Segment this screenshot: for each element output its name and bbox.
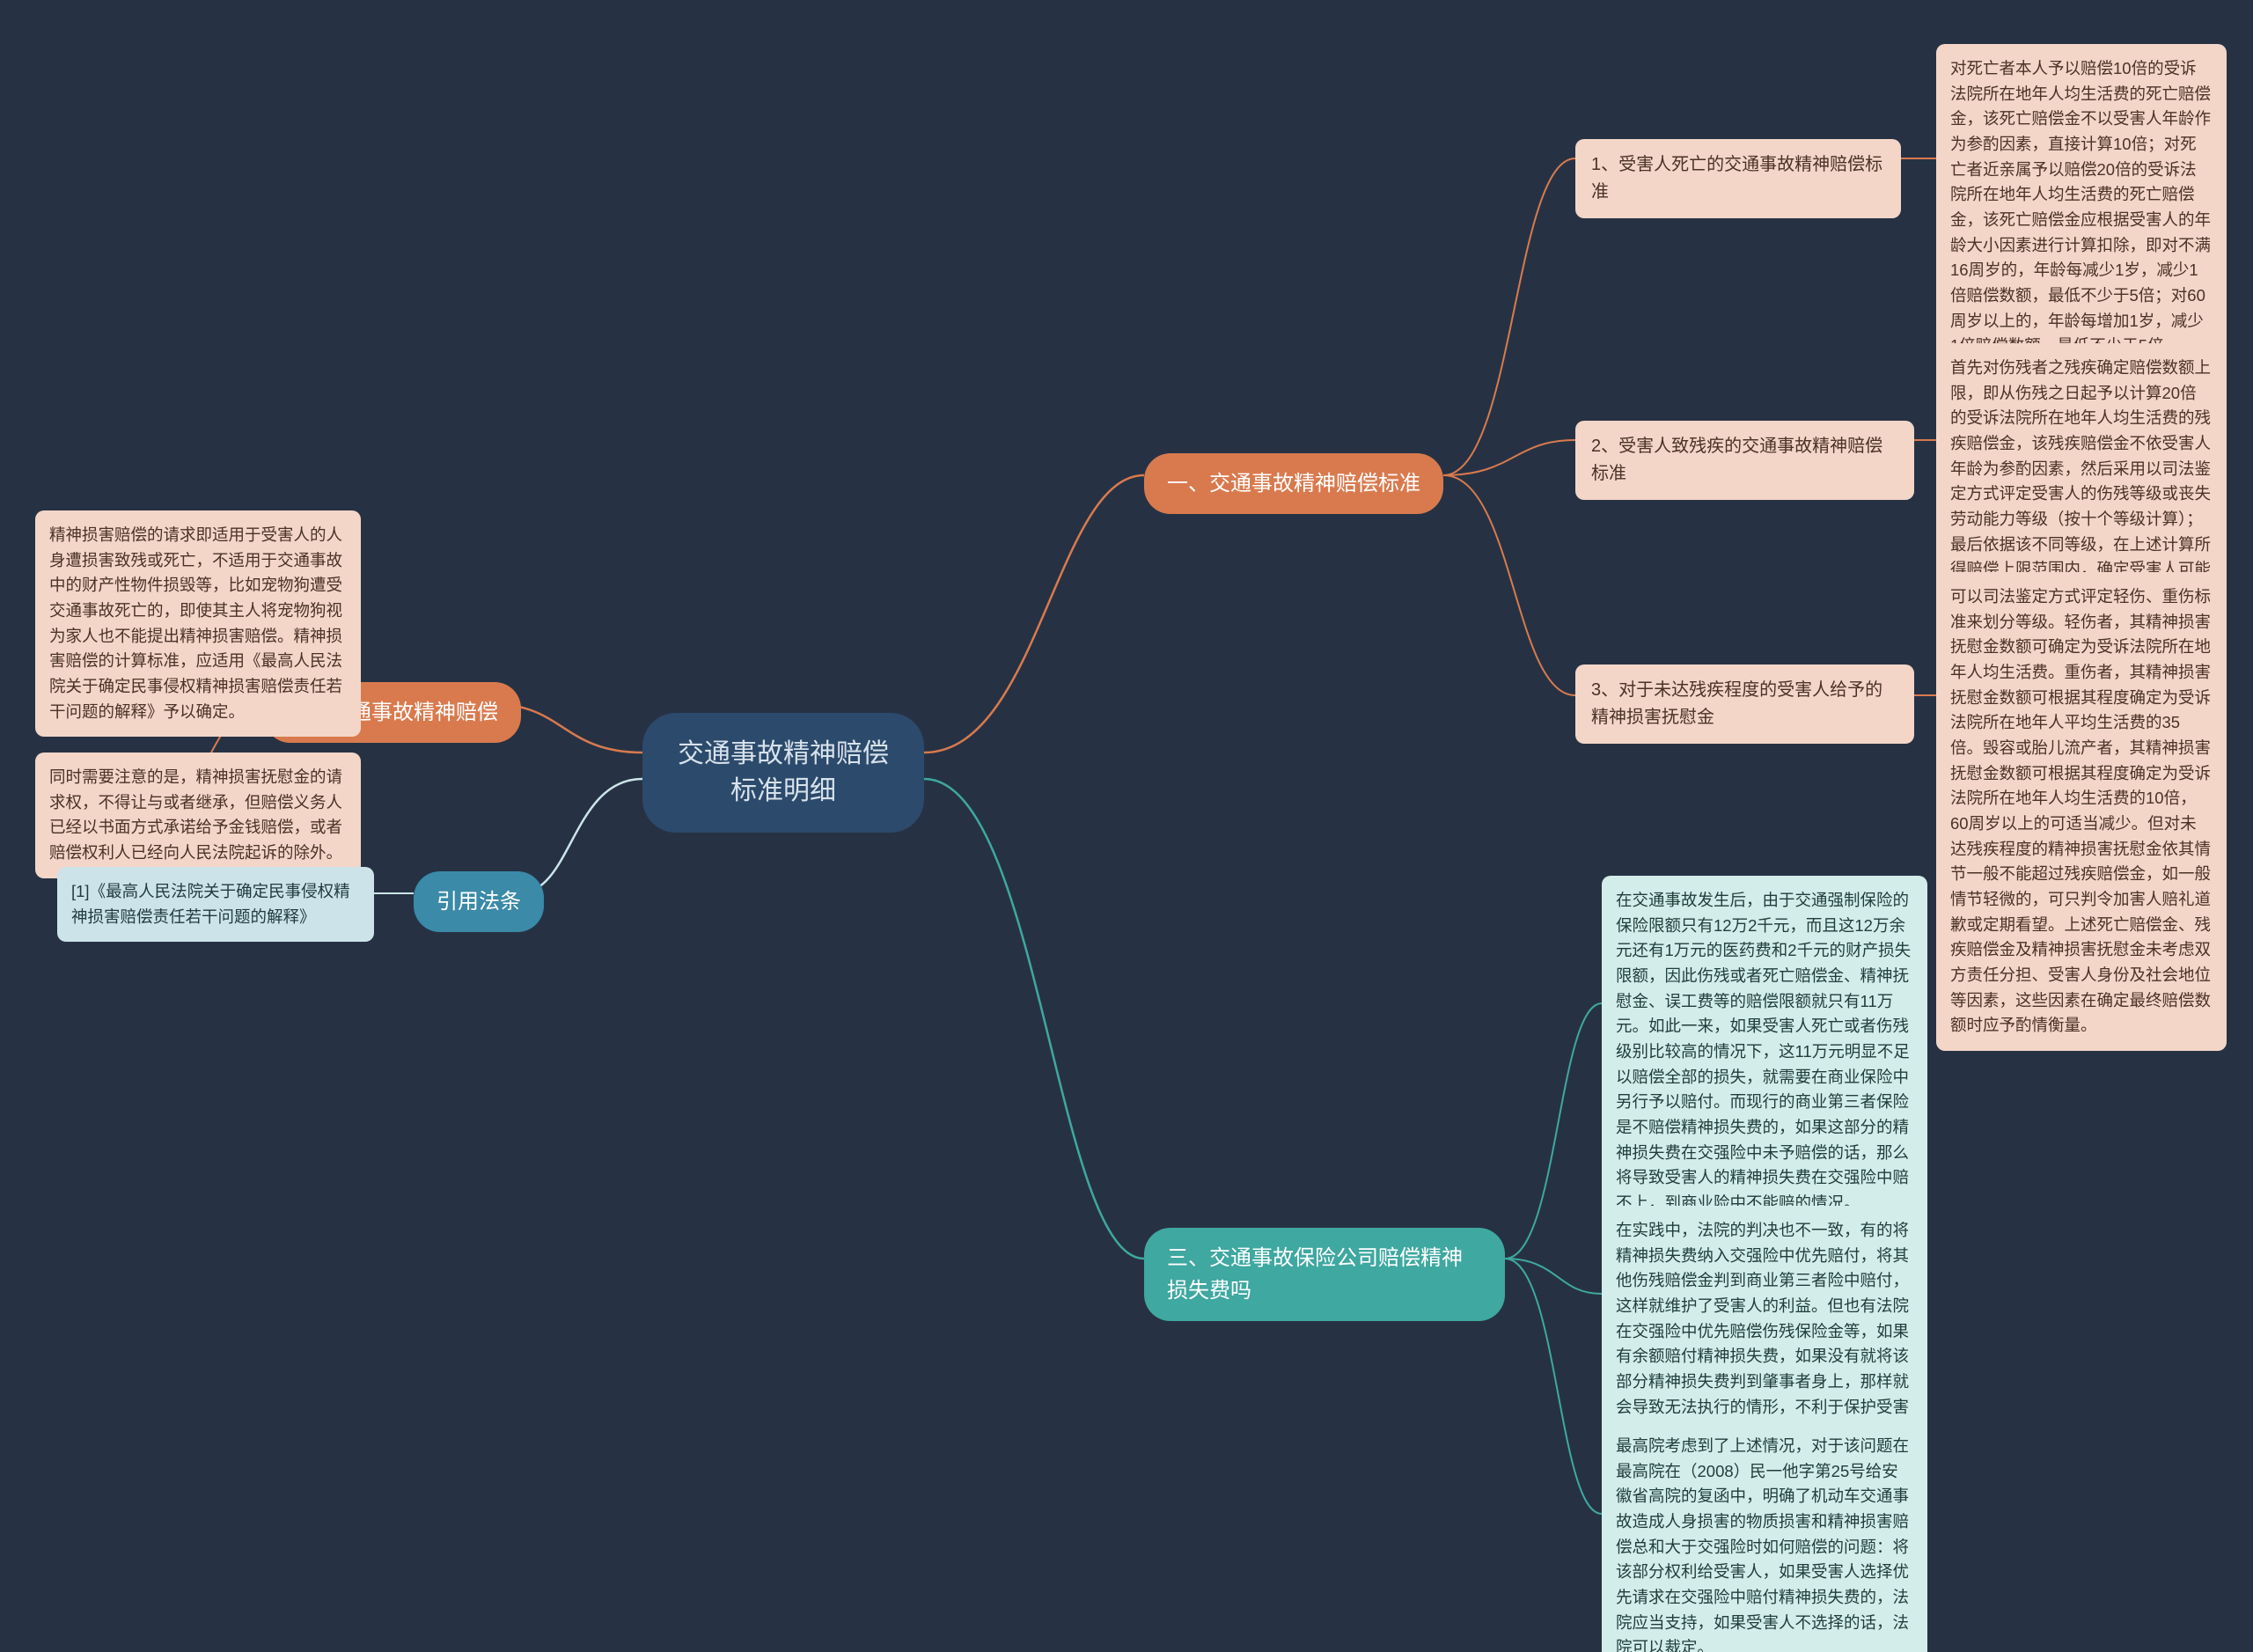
branch-2-leaf-2-text: 同时需要注意的是，精神损害抚慰金的请求权，不得让与或者继承，但赔偿义务人已经以书… (49, 767, 342, 862)
branch-4: 引用法条 (414, 871, 544, 932)
branch-2-leaf-1: 精神损害赔偿的请求即适用于受害人的人身遭损害致残或死亡，不适用于交通事故中的财产… (35, 510, 361, 737)
branch-1-leaf-3-text: 可以司法鉴定方式评定轻伤、重伤标准来划分等级。轻伤者，其精神损害抚慰金数额可确定… (1950, 587, 2211, 1034)
branch-1-sub-1-title: 1、受害人死亡的交通事故精神赔偿标准 (1591, 155, 1882, 202)
branch-1-sub-3: 3、对于未达残疾程度的受害人给予的精神损害抚慰金 (1575, 664, 1914, 744)
branch-4-leaf: [1]《最高人民法院关于确定民事侵权精神损害赔偿责任若干问题的解释》 (57, 867, 374, 942)
branch-3: 三、交通事故保险公司赔偿精神损失费吗 (1144, 1228, 1505, 1321)
root-title: 交通事故精神赔偿标准明细 (678, 739, 889, 805)
branch-1-sub-3-title: 3、对于未达残疾程度的受害人给予的精神损害抚慰金 (1591, 680, 1882, 727)
branch-4-leaf-text: [1]《最高人民法院关于确定民事侵权精神损害赔偿责任若干问题的解释》 (71, 882, 350, 926)
branch-2-leaf-2: 同时需要注意的是，精神损害抚慰金的请求权，不得让与或者继承，但赔偿义务人已经以书… (35, 753, 361, 878)
branch-1-sub-2: 2、受害人致残疾的交通事故精神赔偿标准 (1575, 421, 1914, 500)
branch-1-sub-1: 1、受害人死亡的交通事故精神赔偿标准 (1575, 139, 1901, 218)
branch-1-leaf-1: 对死亡者本人予以赔偿10倍的受诉法院所在地年人均生活费的死亡赔偿金，该死亡赔偿金… (1936, 44, 2227, 371)
branch-3-leaf-1-text: 在交通事故发生后，由于交通强制保险的保险限额只有12万2千元，而且这12万余元还… (1616, 891, 1911, 1212)
branch-1-sub-2-title: 2、受害人致残疾的交通事故精神赔偿标准 (1591, 437, 1882, 483)
branch-1-title: 一、交通事故精神赔偿标准 (1167, 472, 1420, 496)
branch-3-leaf-2: 在实践中，法院的判决也不一致，有的将精神损失费纳入交强险中优先赔付，将其他伤残赔… (1602, 1206, 1927, 1457)
branch-3-title: 三、交通事故保险公司赔偿精神损失费吗 (1167, 1246, 1463, 1303)
branch-4-title: 引用法条 (437, 890, 521, 914)
root-node: 交通事故精神赔偿标准明细 (642, 713, 924, 833)
branch-2-leaf-1-text: 精神损害赔偿的请求即适用于受害人的人身遭损害致残或死亡，不适用于交通事故中的财产… (49, 525, 342, 721)
branch-3-leaf-2-text: 在实践中，法院的判决也不一致，有的将精神损失费纳入交强险中优先赔付，将其他伤残赔… (1616, 1221, 1909, 1441)
branch-3-leaf-1: 在交通事故发生后，由于交通强制保险的保险限额只有12万2千元，而且这12万余元还… (1602, 876, 1927, 1229)
branch-3-leaf-3-text: 最高院考虑到了上述情况，对于该问题在最高院在（2008）民一他字第25号给安徽省… (1616, 1436, 1909, 1652)
branch-1-leaf-1-text: 对死亡者本人予以赔偿10倍的受诉法院所在地年人均生活费的死亡赔偿金，该死亡赔偿金… (1950, 59, 2211, 355)
branch-1-leaf-3: 可以司法鉴定方式评定轻伤、重伤标准来划分等级。轻伤者，其精神损害抚慰金数额可确定… (1936, 572, 2227, 1051)
branch-3-leaf-3: 最高院考虑到了上述情况，对于该问题在最高院在（2008）民一他字第25号给安徽省… (1602, 1421, 1927, 1652)
branch-1: 一、交通事故精神赔偿标准 (1144, 453, 1443, 514)
